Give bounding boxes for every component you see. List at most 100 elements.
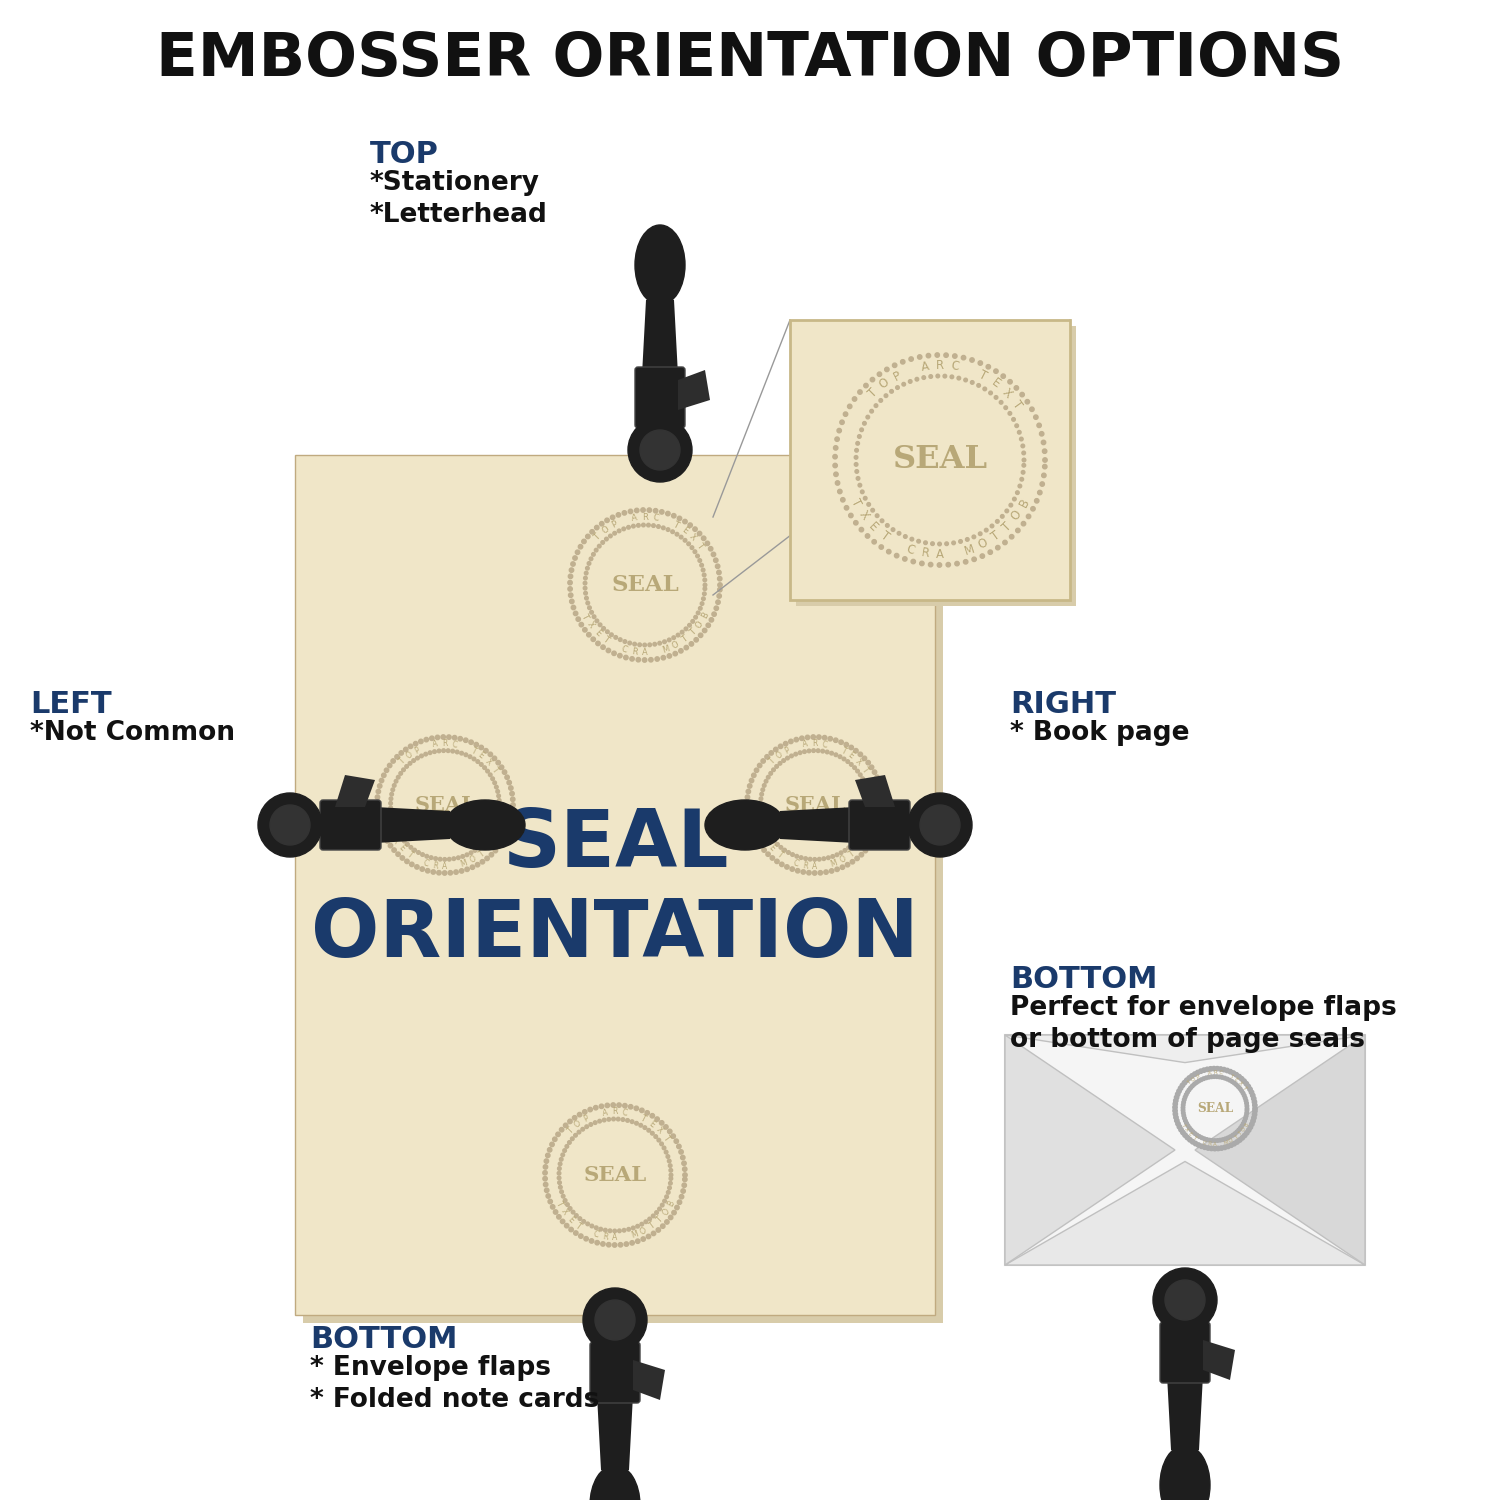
Circle shape: [1184, 1119, 1186, 1122]
Circle shape: [1220, 1146, 1224, 1150]
Circle shape: [672, 636, 675, 639]
Circle shape: [568, 580, 572, 585]
Circle shape: [606, 630, 609, 633]
Text: M: M: [662, 644, 670, 654]
Circle shape: [676, 633, 680, 638]
Circle shape: [1016, 490, 1019, 495]
Circle shape: [1041, 440, 1046, 444]
Circle shape: [634, 1106, 639, 1110]
Circle shape: [1245, 1104, 1248, 1107]
Circle shape: [632, 525, 634, 528]
Circle shape: [903, 556, 908, 561]
Circle shape: [578, 1131, 580, 1134]
Circle shape: [1234, 1083, 1238, 1086]
Circle shape: [627, 525, 630, 530]
Text: O: O: [1240, 1126, 1248, 1132]
Text: SEAL: SEAL: [414, 795, 476, 814]
Circle shape: [642, 658, 646, 662]
Polygon shape: [1005, 1035, 1365, 1062]
Circle shape: [1245, 1131, 1250, 1136]
Text: X: X: [999, 386, 1014, 400]
Circle shape: [662, 656, 666, 660]
Circle shape: [1173, 1112, 1178, 1116]
Circle shape: [573, 1134, 578, 1137]
Circle shape: [716, 600, 720, 604]
Circle shape: [442, 748, 446, 753]
Circle shape: [590, 610, 594, 614]
Circle shape: [638, 644, 642, 646]
Circle shape: [663, 640, 666, 644]
Circle shape: [1197, 1143, 1200, 1148]
Circle shape: [636, 1239, 640, 1244]
Circle shape: [830, 868, 834, 873]
Circle shape: [646, 1128, 651, 1132]
Circle shape: [846, 760, 849, 764]
Circle shape: [465, 853, 468, 856]
Circle shape: [570, 1137, 574, 1140]
Text: *Letterhead: *Letterhead: [370, 202, 548, 228]
Circle shape: [789, 740, 794, 744]
Circle shape: [1179, 1128, 1184, 1132]
Circle shape: [578, 1216, 582, 1221]
Ellipse shape: [590, 1466, 640, 1500]
Polygon shape: [648, 424, 672, 445]
Circle shape: [628, 640, 632, 645]
Circle shape: [561, 1220, 566, 1224]
Circle shape: [822, 856, 825, 861]
Text: A: A: [432, 740, 438, 750]
Circle shape: [378, 784, 382, 788]
Circle shape: [1251, 1116, 1256, 1120]
Text: RIGHT: RIGHT: [1010, 690, 1116, 718]
Circle shape: [579, 622, 584, 627]
Circle shape: [1216, 1146, 1221, 1150]
Circle shape: [476, 760, 480, 764]
Circle shape: [658, 642, 662, 645]
Circle shape: [1176, 1092, 1180, 1096]
Text: X: X: [560, 1208, 568, 1216]
Circle shape: [447, 858, 452, 861]
Circle shape: [1026, 514, 1030, 519]
Text: O: O: [694, 620, 705, 630]
Circle shape: [585, 567, 590, 570]
Text: T: T: [654, 1215, 664, 1224]
Circle shape: [847, 846, 850, 849]
Circle shape: [920, 561, 924, 566]
Circle shape: [503, 770, 507, 774]
Circle shape: [436, 870, 441, 874]
Circle shape: [500, 840, 504, 843]
Circle shape: [1252, 1108, 1257, 1113]
Circle shape: [807, 870, 812, 874]
Circle shape: [714, 558, 718, 562]
Circle shape: [390, 810, 393, 814]
Circle shape: [702, 568, 705, 572]
Circle shape: [760, 792, 764, 796]
Circle shape: [668, 1186, 672, 1190]
Circle shape: [694, 615, 698, 620]
Circle shape: [1186, 1076, 1191, 1080]
Circle shape: [480, 859, 484, 864]
Text: T: T: [398, 758, 406, 766]
Circle shape: [1192, 1083, 1196, 1086]
Circle shape: [710, 618, 714, 622]
Polygon shape: [1167, 1376, 1203, 1450]
Circle shape: [988, 550, 993, 555]
Circle shape: [1182, 1098, 1186, 1101]
Circle shape: [836, 853, 839, 856]
Circle shape: [558, 1162, 562, 1166]
Text: O: O: [976, 537, 990, 552]
Circle shape: [628, 1104, 633, 1108]
Text: T: T: [859, 765, 870, 774]
Circle shape: [1042, 465, 1047, 470]
Polygon shape: [678, 370, 710, 410]
Circle shape: [564, 1198, 567, 1203]
Circle shape: [862, 849, 867, 853]
Circle shape: [1215, 1066, 1219, 1071]
Circle shape: [680, 1149, 684, 1154]
Circle shape: [928, 562, 933, 567]
Circle shape: [614, 531, 616, 536]
Text: C: C: [422, 858, 430, 868]
Circle shape: [996, 519, 999, 524]
Circle shape: [675, 1206, 680, 1209]
Circle shape: [468, 754, 472, 759]
Text: T: T: [579, 612, 590, 620]
